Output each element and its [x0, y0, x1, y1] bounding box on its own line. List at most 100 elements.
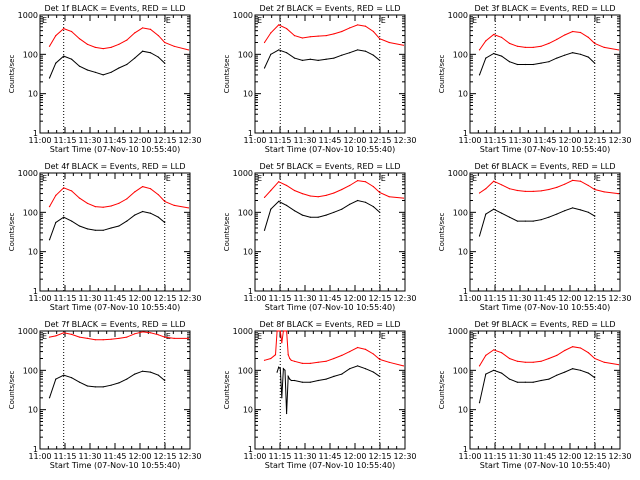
x-tick-label: 12:00 [128, 136, 151, 145]
series-point [293, 210, 296, 212]
x-tick-label: 12:15 [583, 452, 606, 461]
series-point [102, 74, 104, 76]
x-tick-label: 11:00 [458, 294, 481, 303]
series-point [349, 368, 351, 370]
series-point [48, 45, 51, 47]
series-point [142, 370, 144, 372]
x-tick-label: 11:45 [533, 452, 556, 461]
series-point [102, 206, 104, 208]
series-line [479, 30, 619, 51]
series-point [263, 41, 266, 44]
series-line [264, 180, 404, 199]
x-tick-label: 11:30 [78, 136, 101, 145]
series-point [501, 184, 503, 186]
series-point [357, 180, 359, 182]
series-point [548, 42, 550, 45]
series-point [293, 360, 296, 362]
series-point [126, 336, 128, 338]
series-point [309, 195, 311, 197]
series-line [49, 50, 166, 79]
series-point [289, 378, 291, 380]
y-axis-label: Counts/sec [8, 371, 16, 410]
series-point [276, 371, 278, 373]
y-tick-label: 100 [23, 50, 38, 59]
series-point [126, 63, 128, 66]
series-point [379, 191, 381, 194]
series-point [579, 369, 582, 371]
panel-title: Det 4f BLACK = Events, RED = LLD [44, 162, 185, 171]
series-point [540, 45, 542, 47]
y-tick-label: 1 [33, 445, 38, 454]
x-axis-label: Start Time (07-Nov-10 10:55:40) [265, 145, 395, 154]
series-point [564, 54, 566, 56]
x-tick-label: 11:30 [293, 136, 316, 145]
plot-frame [39, 172, 191, 292]
series-point [617, 49, 620, 51]
series-point [579, 180, 582, 182]
x-tick-label: 11:45 [318, 452, 341, 461]
series-point [270, 53, 272, 55]
x-tick-label: 12:15 [153, 452, 176, 461]
series-point [556, 374, 558, 376]
x-tick-label: 12:30 [608, 452, 631, 461]
series-point [333, 375, 335, 377]
series-line [264, 199, 381, 231]
series-point [71, 30, 73, 33]
series-point [349, 27, 351, 29]
series-point [301, 193, 303, 195]
plot-frame [254, 172, 406, 292]
x-axis-label: Start Time (07-Nov-10 10:55:40) [50, 461, 180, 470]
series-point [556, 213, 558, 215]
series-point [102, 339, 104, 341]
series-point [388, 361, 390, 363]
series-point [157, 216, 159, 218]
y-tick-label: 100 [453, 366, 468, 375]
series-point [540, 62, 542, 64]
series-point [282, 368, 284, 370]
x-tick-label: 12:15 [153, 294, 176, 303]
series-point [524, 46, 526, 49]
y-tick-label: 10 [243, 248, 253, 257]
plot-frame [254, 330, 406, 450]
x-tick-label: 11:00 [28, 452, 51, 461]
series-point [126, 378, 128, 380]
series-point [94, 46, 96, 49]
series-point [379, 375, 381, 377]
x-tick-label: 12:15 [368, 452, 391, 461]
series-point [548, 216, 550, 218]
series-point [478, 402, 481, 404]
series-point [379, 59, 381, 62]
corner-label: E [472, 332, 477, 341]
series-point [263, 67, 266, 69]
series-point [587, 56, 590, 58]
series-point [48, 397, 51, 399]
series-point [493, 33, 495, 36]
series-point [532, 361, 534, 363]
series-point [78, 381, 81, 383]
series-point [587, 211, 590, 213]
series-point [493, 52, 495, 55]
corner-label: E [381, 332, 386, 341]
series-point [278, 181, 280, 183]
series-point [357, 199, 359, 202]
series-point [341, 30, 343, 33]
x-tick-label: 11:45 [318, 294, 341, 303]
series-point [594, 377, 596, 379]
series-point [134, 32, 136, 34]
series-point [293, 57, 296, 59]
series-point [524, 190, 526, 192]
series-point [485, 57, 487, 59]
y-tick-label: 1000 [448, 169, 468, 178]
x-axis-label: Start Time (07-Nov-10 10:55:40) [480, 461, 610, 470]
series-point [278, 200, 280, 202]
panel-det-9: Det 9f BLACK = Events, RED = LLD 1 10 100 10… [438, 320, 632, 470]
series-point [157, 334, 159, 336]
series-point [372, 54, 374, 56]
x-tick-label: 12:30 [393, 136, 416, 145]
series-point [187, 49, 189, 51]
series-point [508, 61, 511, 63]
x-tick-label: 12:30 [393, 452, 416, 461]
x-tick-label: 11:30 [293, 294, 316, 303]
x-tick-label: 11:45 [533, 136, 556, 145]
series-point [524, 63, 526, 66]
